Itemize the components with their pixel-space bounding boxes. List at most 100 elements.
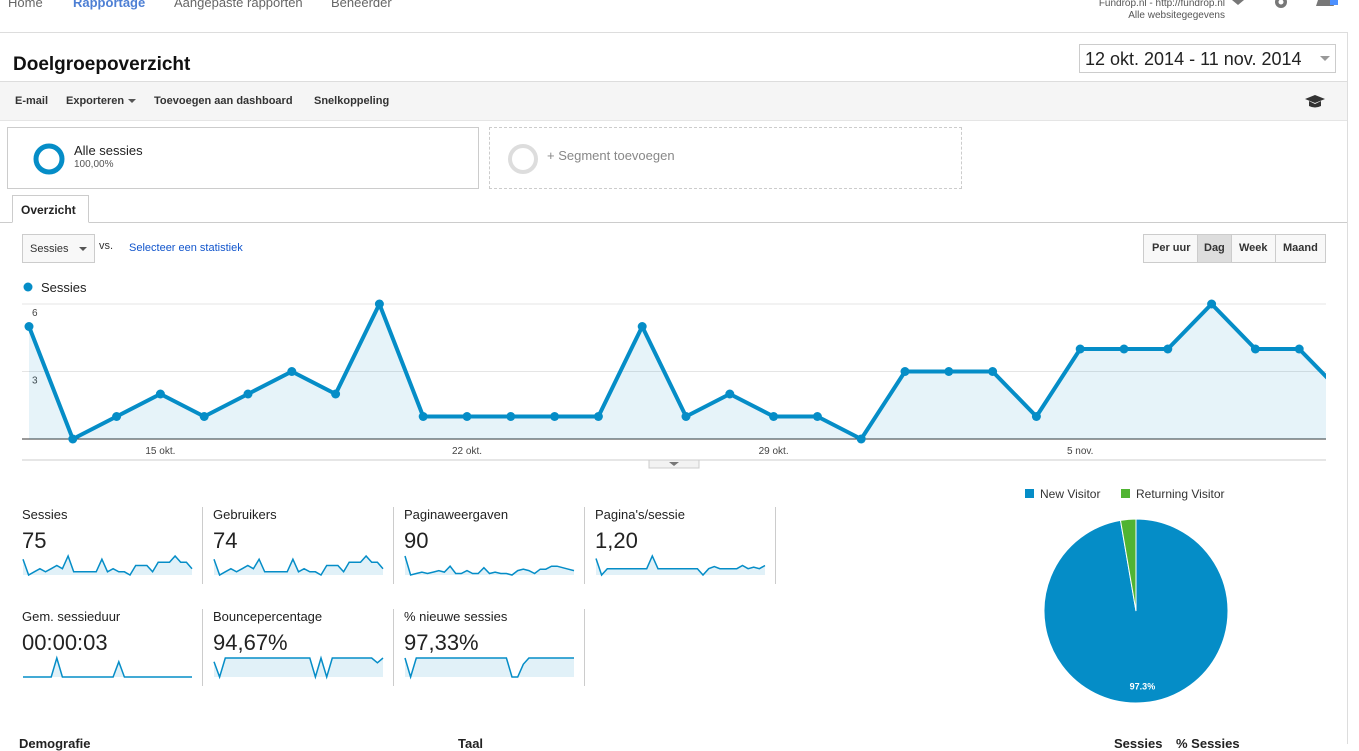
period-button[interactable]: Week xyxy=(1232,235,1276,262)
x-tick-label: 22 okt. xyxy=(452,446,482,457)
period-button-active[interactable]: Dag xyxy=(1198,235,1232,262)
data-point xyxy=(331,389,341,399)
date-range: 12 okt. 2014 - 11 nov. 2014 xyxy=(1085,49,1302,69)
sparkline xyxy=(213,655,384,680)
data-point xyxy=(812,412,822,421)
scorecard-value: 94,67% xyxy=(213,630,288,655)
data-point xyxy=(1119,344,1129,354)
series-area xyxy=(29,304,1326,439)
x-tick-label: 15 okt. xyxy=(145,446,175,457)
metric-select[interactable]: Sessies xyxy=(22,234,95,263)
data-point xyxy=(593,412,603,421)
data-point xyxy=(856,434,866,444)
series xyxy=(24,299,1348,444)
scorecard-value: 90 xyxy=(404,528,429,553)
sparkline-area xyxy=(596,556,765,575)
scorecard-label: % nieuwe sessies xyxy=(404,609,508,624)
tab-label: Overzicht xyxy=(21,203,76,217)
data-point xyxy=(1339,390,1348,399)
vs-label: vs. xyxy=(99,240,114,252)
toolbar-export[interactable]: Exporteren xyxy=(66,95,125,107)
sparkline xyxy=(404,555,575,576)
segment-add[interactable]: + Segment toevoegen xyxy=(489,127,962,189)
sparkline xyxy=(22,553,193,577)
sparkline xyxy=(213,554,384,577)
data-point xyxy=(1294,344,1304,354)
top-nav: Home Rapportage Aangepaste rapporten Beh… xyxy=(0,0,1359,32)
date-range-picker[interactable]: 12 okt. 2014 - 11 nov. 2014 xyxy=(1079,44,1336,73)
scorecard-value: 75 xyxy=(22,528,47,553)
y-tick-label: 3 xyxy=(32,376,38,387)
scorecard-label: Bouncepercentage xyxy=(213,609,323,624)
period-label: Per uur xyxy=(1152,242,1191,254)
period-label: Dag xyxy=(1204,242,1225,254)
scorecard-label: Pagina's/sessie xyxy=(595,507,685,522)
segment-name: Alle sessies xyxy=(74,143,143,158)
chart-collapse-arrow xyxy=(669,462,679,466)
data-point xyxy=(462,412,472,421)
sparkline-area xyxy=(405,658,574,677)
date-range-arrow xyxy=(1320,56,1330,61)
x-tick-label: 29 okt. xyxy=(759,446,789,457)
legend-swatch xyxy=(1025,489,1034,498)
data-point xyxy=(769,412,779,421)
data-point xyxy=(988,367,998,376)
sparkline xyxy=(23,655,192,678)
period-button[interactable]: Per uur xyxy=(1144,235,1198,262)
pie-slice xyxy=(1119,518,1137,612)
metric-select-label: Sessies xyxy=(30,243,69,255)
academy-icon[interactable] xyxy=(1304,94,1326,110)
segment-ring xyxy=(33,143,65,175)
data-point xyxy=(1163,344,1173,354)
sparkline-area xyxy=(23,658,192,677)
data-point xyxy=(155,389,165,399)
data-point xyxy=(550,412,560,421)
data-point xyxy=(243,389,253,399)
toolbar-email[interactable]: E-mail xyxy=(15,95,49,107)
toolbar-shortcut[interactable]: Snelkoppeling xyxy=(314,95,390,107)
legend-marker xyxy=(23,282,33,292)
toolbar-dashboard[interactable]: Toevoegen aan dashboard xyxy=(154,95,293,107)
sparkline-area xyxy=(405,556,574,575)
period-buttons: Per uur Dag Week Maand xyxy=(1143,234,1326,263)
scorecard-value: 97,33% xyxy=(404,630,479,655)
metric-select-arrow xyxy=(79,247,87,251)
account-name[interactable]: Fundrop.nl - http://fundrop.nl xyxy=(1098,0,1225,9)
scorecard-label: Paginaweergaven xyxy=(404,507,509,522)
data-point xyxy=(944,367,954,376)
segment-active[interactable]: Alle sessies 100,00% xyxy=(7,127,479,189)
sparkline-area xyxy=(214,556,383,575)
nav-icons xyxy=(1232,0,1338,8)
data-point xyxy=(1075,344,1085,354)
toolbar: E-mail Exporteren Toevoegen aan dashboar… xyxy=(0,81,1347,121)
data-point xyxy=(68,434,78,444)
settings-icon-hole xyxy=(1278,0,1284,5)
account-dropdown[interactable] xyxy=(1232,0,1244,5)
nav-tab[interactable]: Beheerder xyxy=(331,0,392,10)
scorecard-value: 74 xyxy=(213,528,238,553)
period-label: Maand xyxy=(1283,242,1318,254)
notification-icon[interactable] xyxy=(1316,0,1334,6)
export-arrow xyxy=(128,99,136,103)
data-point xyxy=(725,389,735,399)
nav-tab-active[interactable]: Rapportage xyxy=(73,0,146,10)
nav-tab[interactable]: Aangepaste rapporten xyxy=(174,0,303,10)
account-view[interactable]: Alle websitegegevens xyxy=(1128,10,1225,21)
data-point xyxy=(900,367,910,376)
scorecard-label: Sessies xyxy=(22,507,68,522)
x-tick-label: 5 nov. xyxy=(1067,446,1094,457)
data-point xyxy=(24,322,34,331)
compare-link[interactable]: Selecteer een statistiek xyxy=(129,242,243,254)
segment-add-label: + Segment toevoegen xyxy=(547,148,675,163)
data-point xyxy=(506,412,516,421)
tab-overview[interactable]: Overzicht xyxy=(12,195,89,223)
scorecard-label: Gem. sessieduur xyxy=(22,609,121,624)
legend-label: Sessies xyxy=(41,280,87,295)
scorecard-value: 1,20 xyxy=(595,528,638,553)
period-button[interactable]: Maand xyxy=(1276,235,1325,262)
data-point xyxy=(112,412,122,421)
data-point xyxy=(418,412,428,421)
period-label: Week xyxy=(1239,242,1268,254)
nav-tab[interactable]: Home xyxy=(8,0,43,10)
pie-value-label: 97.3% xyxy=(1130,682,1156,692)
